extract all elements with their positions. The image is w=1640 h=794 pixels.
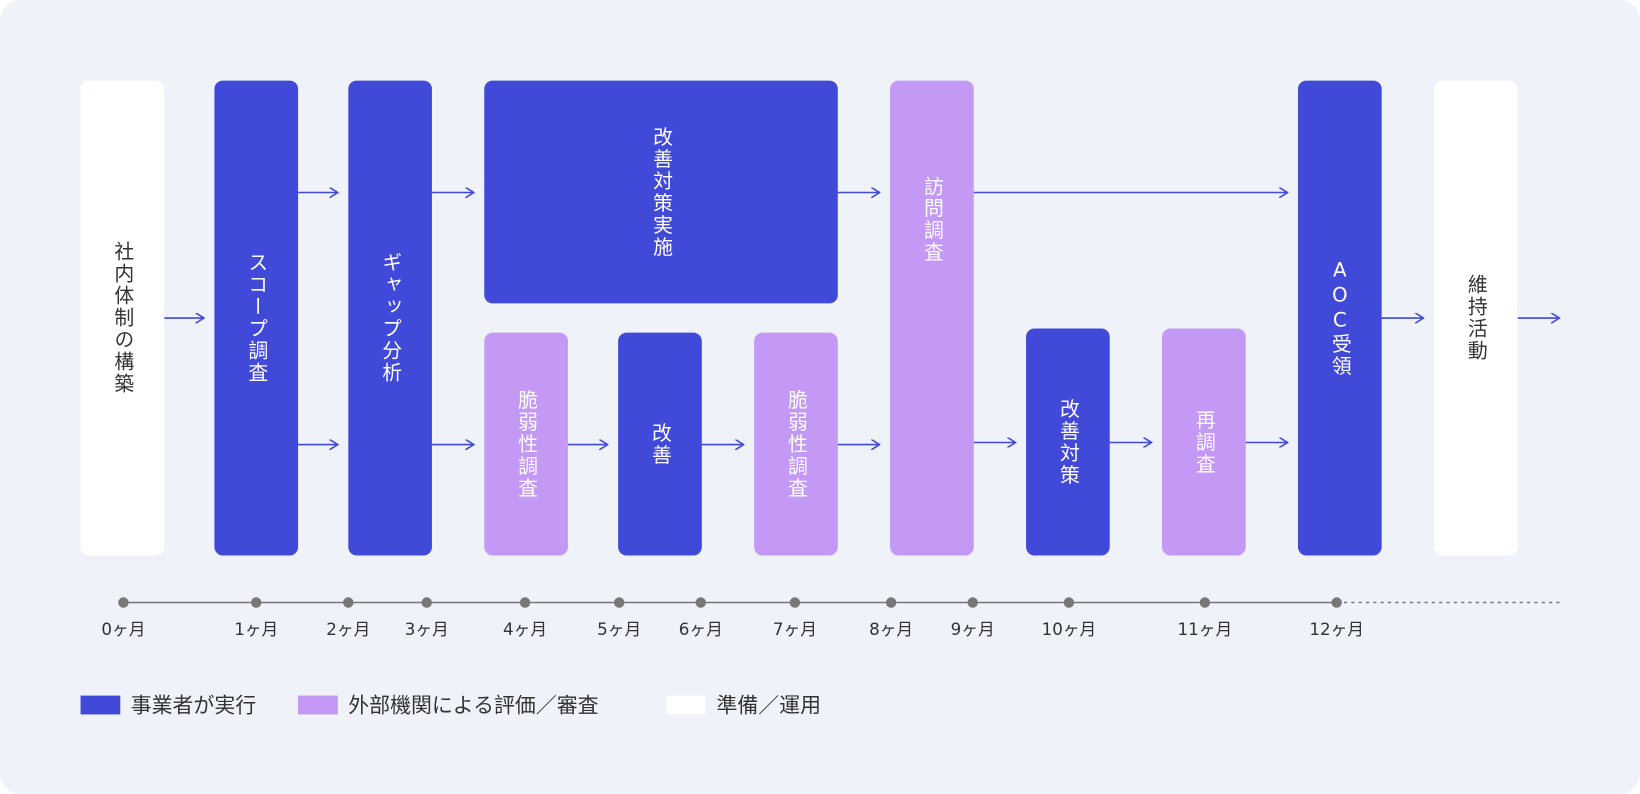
timeline-label: 7ヶ月 — [773, 619, 817, 639]
timeline-dot — [1063, 597, 1075, 608]
process-box — [754, 332, 838, 556]
timeline-dot — [613, 597, 625, 608]
process-box — [1162, 328, 1246, 556]
process-box — [1297, 80, 1382, 556]
process-box — [618, 332, 702, 556]
process-label: 訪問調査 — [920, 176, 943, 264]
legend-swatch — [80, 695, 121, 715]
process-label: 維持活動 — [1464, 274, 1487, 362]
process-label: ギャップ分析 — [379, 252, 402, 384]
process-box — [214, 80, 299, 556]
timeline-label: 5ヶ月 — [597, 619, 641, 639]
timeline-label: 2ヶ月 — [326, 619, 370, 639]
timeline-label: 11ヶ月 — [1178, 619, 1233, 639]
process-box — [348, 80, 432, 556]
timeline-label: 8ヶ月 — [869, 619, 913, 639]
process-label: 改善対策実施 — [650, 127, 673, 259]
legend-swatch — [666, 695, 706, 715]
process-label: 脆弱性調査 — [515, 390, 538, 500]
timeline-label: 0ヶ月 — [101, 619, 145, 639]
timeline-label: 6ヶ月 — [679, 619, 723, 639]
process-box — [890, 80, 974, 556]
process-box — [484, 80, 838, 304]
timeline-label: 1ヶ月 — [234, 619, 278, 639]
timeline-label: 10ヶ月 — [1042, 619, 1097, 639]
timeline-dot — [1199, 597, 1211, 608]
timeline-dot — [519, 597, 531, 608]
legend-label: 準備／運用 — [716, 693, 821, 717]
timeline-dot — [789, 597, 801, 608]
legend-swatch — [298, 695, 338, 715]
timeline-label: 12ヶ月 — [1309, 619, 1364, 639]
timeline-label: 3ヶ月 — [405, 619, 449, 639]
process-box — [484, 332, 568, 556]
timeline-dot — [421, 597, 432, 608]
legend-label: 事業者が実行 — [131, 693, 256, 717]
process-label: 再調査 — [1192, 410, 1215, 476]
timeline-dot — [885, 597, 897, 608]
timeline-label: 9ヶ月 — [951, 619, 995, 639]
process-label: 脆弱性調査 — [784, 390, 807, 500]
process-box — [1026, 328, 1110, 556]
timeline-dot — [695, 597, 706, 608]
process-box — [1433, 80, 1518, 556]
process-label: スコープ調査 — [245, 252, 268, 384]
process-label: AOC受領 — [1328, 258, 1351, 377]
timeline-dot — [967, 597, 978, 608]
timeline-dot — [251, 597, 262, 608]
process-label: 改善対策 — [1056, 399, 1079, 487]
timeline-dot — [343, 597, 354, 608]
legend-label: 外部機関による評価／審査 — [348, 693, 598, 717]
process-label: 社内体制の構築 — [111, 241, 134, 395]
process-box — [80, 80, 165, 556]
process-label: 改善 — [648, 423, 671, 467]
arrows — [164, 193, 1559, 445]
timeline-dot — [118, 597, 129, 608]
timeline-dot — [1331, 597, 1342, 608]
timeline-label: 4ヶ月 — [503, 619, 547, 639]
